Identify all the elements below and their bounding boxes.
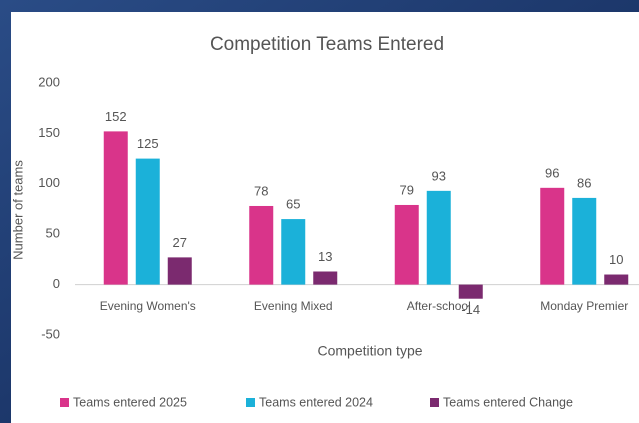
bar [604, 274, 629, 285]
data-label: 27 [173, 235, 187, 250]
x-tick-label: Evening Mixed [254, 299, 333, 313]
data-label: 96 [545, 165, 559, 180]
bar [281, 219, 306, 285]
data-label: 125 [137, 136, 159, 151]
legend-label: Teams entered 2025 [73, 395, 187, 409]
bar [313, 271, 338, 285]
x-tick-label: Evening Women's [100, 299, 196, 313]
data-label: 78 [254, 183, 268, 198]
data-label: 79 [400, 182, 414, 197]
data-label: 65 [286, 197, 300, 212]
y-tick-label: -50 [41, 326, 60, 341]
legend-label: Teams entered Change [443, 395, 573, 409]
bar [572, 197, 597, 285]
bar [426, 190, 451, 285]
data-label: -14 [461, 302, 480, 317]
bar [249, 205, 274, 285]
data-label: 152 [105, 109, 127, 124]
x-tick-label: After-school [407, 299, 471, 313]
bar [135, 158, 160, 285]
y-tick-label: 50 [46, 226, 60, 241]
legend-label: Teams entered 2024 [259, 395, 373, 409]
chart-title: Competition Teams Entered [210, 34, 444, 55]
y-tick-label: 150 [38, 125, 60, 140]
x-axis-title: Competition type [317, 343, 422, 359]
y-tick-label: 0 [53, 276, 60, 291]
data-label: 10 [609, 252, 623, 267]
y-axis-title: Number of teams [10, 160, 25, 260]
bar [167, 257, 192, 285]
bar [540, 187, 565, 285]
data-label: 93 [432, 168, 446, 183]
data-label: 13 [318, 249, 332, 264]
bar [103, 131, 128, 285]
data-label: 86 [577, 175, 591, 190]
y-tick-label: 200 [38, 74, 60, 89]
x-tick-label: Monday Premier [540, 299, 628, 313]
legend-swatch [60, 398, 69, 407]
bar [394, 204, 419, 285]
legend-swatch [430, 398, 439, 407]
y-tick-label: 100 [38, 175, 60, 190]
bar [458, 284, 483, 299]
legend-swatch [246, 398, 255, 407]
